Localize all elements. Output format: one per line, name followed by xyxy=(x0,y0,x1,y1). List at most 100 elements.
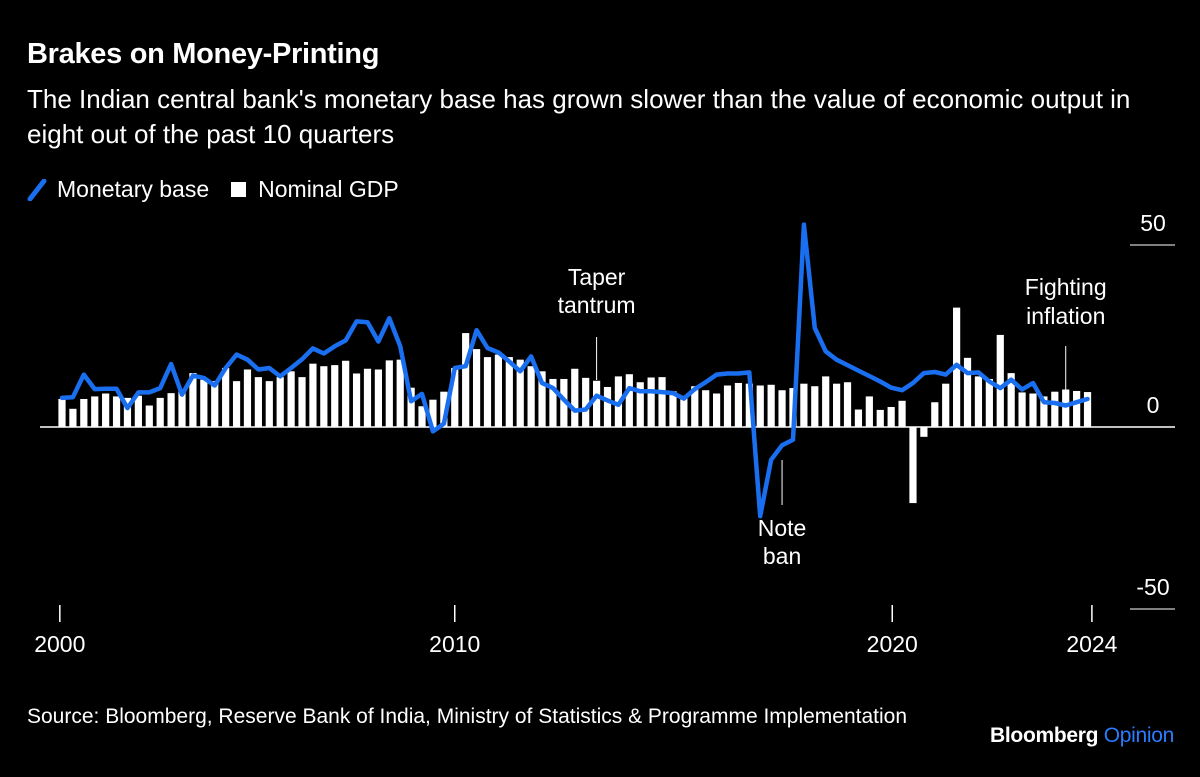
bar-nominal-gdp xyxy=(189,373,197,427)
bar-nominal-gdp xyxy=(167,393,175,427)
bar-nominal-gdp xyxy=(898,400,906,427)
bar-nominal-gdp xyxy=(1018,392,1026,427)
annotation-label: ban xyxy=(763,543,801,569)
bar-nominal-gdp xyxy=(1051,391,1059,427)
bar-nominal-gdp xyxy=(80,398,88,427)
bar-nominal-gdp xyxy=(625,374,633,427)
source-note: Source: Bloomberg, Reserve Bank of India… xyxy=(27,705,908,728)
bar-nominal-gdp xyxy=(211,381,219,427)
line-swatch-icon xyxy=(27,178,47,201)
bar-nominal-gdp xyxy=(91,396,99,427)
bar-nominal-gdp xyxy=(571,368,579,427)
legend: Monetary base Nominal GDP xyxy=(27,176,421,203)
x-tick-label: 2024 xyxy=(1066,631,1117,657)
legend-item-nominal-gdp: Nominal GDP xyxy=(231,176,399,203)
bar-nominal-gdp xyxy=(232,381,241,427)
annotation-label: inflation xyxy=(1026,303,1105,329)
logo-suffix: Opinion xyxy=(1103,724,1175,747)
bar-nominal-gdp xyxy=(669,391,677,427)
bar-nominal-gdp xyxy=(494,354,502,427)
bar-nominal-gdp xyxy=(342,360,350,427)
bar-nominal-gdp xyxy=(112,396,121,427)
bar-nominal-gdp xyxy=(647,377,655,427)
bar-nominal-gdp xyxy=(178,389,186,427)
bar-nominal-gdp xyxy=(1040,396,1048,427)
bar-nominal-gdp xyxy=(156,397,164,427)
bar-nominal-gdp xyxy=(243,369,252,427)
bar-nominal-gdp xyxy=(440,391,448,427)
bar-nominal-gdp xyxy=(723,385,732,427)
bar-nominal-gdp xyxy=(385,360,393,427)
bar-nominal-gdp xyxy=(592,380,601,427)
bar-nominal-gdp xyxy=(1062,389,1070,427)
bar-nominal-gdp xyxy=(833,383,841,427)
bar-nominal-gdp xyxy=(603,386,612,427)
bar-nominal-gdp xyxy=(843,382,852,427)
bar-nominal-gdp xyxy=(320,366,328,427)
bar-nominal-gdp xyxy=(778,390,786,427)
chart-subtitle: The Indian central bank's monetary base … xyxy=(27,84,1131,149)
bar-nominal-gdp xyxy=(363,368,372,427)
x-tick-label: 2010 xyxy=(429,631,480,657)
legend-item-monetary-base: Monetary base xyxy=(27,176,209,203)
bar-nominal-gdp xyxy=(418,406,426,427)
bar-nominal-gdp xyxy=(265,381,273,427)
bar-nominal-gdp xyxy=(1083,392,1092,427)
bar-nominal-gdp xyxy=(974,376,983,427)
bar-nominal-gdp xyxy=(451,368,459,427)
chart-title: Brakes on Money-Printing xyxy=(27,38,380,70)
bar-nominal-gdp xyxy=(276,377,284,427)
bar-nominal-gdp xyxy=(985,378,993,427)
bar-nominal-gdp xyxy=(549,378,557,427)
y-tick-label: -50 xyxy=(1136,574,1169,600)
bar-nominal-gdp xyxy=(560,378,568,427)
bar-nominal-gdp xyxy=(222,368,230,427)
bar-nominal-gdp xyxy=(352,373,361,427)
bar-nominal-gdp xyxy=(374,369,382,427)
bar-nominal-gdp xyxy=(636,382,644,427)
annotation-label: Note xyxy=(758,515,807,541)
bar-nominal-gdp xyxy=(745,383,753,427)
bar-nominal-gdp xyxy=(254,377,262,427)
bar-nominal-gdp xyxy=(702,390,710,427)
bar-nominal-gdp xyxy=(756,385,764,427)
bar-nominal-gdp xyxy=(298,377,306,427)
x-tick-label: 2000 xyxy=(34,631,85,657)
bar-nominal-gdp xyxy=(516,359,524,427)
bar-nominal-gdp xyxy=(811,386,819,427)
bar-nominal-gdp xyxy=(331,365,339,427)
annotation-label: tantrum xyxy=(558,292,636,318)
bar-nominal-gdp xyxy=(462,333,470,427)
bar-nominal-gdp xyxy=(309,363,317,427)
bar-nominal-gdp xyxy=(822,376,830,427)
bar-nominal-gdp xyxy=(680,396,688,427)
logo-brand: Bloomberg xyxy=(990,724,1099,747)
bar-nominal-gdp xyxy=(996,334,1004,427)
bloomberg-opinion-logo: Bloomberg Opinion xyxy=(990,724,1174,748)
bar-nominal-gdp xyxy=(483,357,492,427)
bar-nominal-gdp xyxy=(1073,390,1081,427)
legend-label: Nominal GDP xyxy=(258,176,399,202)
bar-nominal-gdp xyxy=(145,405,153,427)
bar-nominal-gdp xyxy=(854,409,863,427)
bar-nominal-gdp xyxy=(123,397,132,427)
bar-nominal-gdp xyxy=(658,377,666,427)
bar-nominal-gdp xyxy=(931,402,939,427)
bar-nominal-gdp xyxy=(1029,393,1037,427)
annotation-label: Fighting xyxy=(1025,274,1107,300)
bar-nominal-gdp xyxy=(920,427,928,437)
bar-nominal-gdp xyxy=(134,395,142,427)
bar-nominal-gdp xyxy=(102,393,110,427)
bar-nominal-gdp xyxy=(713,393,721,427)
bar-nominal-gdp xyxy=(287,371,295,427)
bar-nominal-gdp xyxy=(396,359,404,427)
bar-nominal-gdp xyxy=(58,398,66,427)
bar-nominal-gdp xyxy=(865,396,873,427)
bar-nominal-gdp xyxy=(887,406,895,427)
y-tick-label: 0 xyxy=(1147,392,1160,418)
y-tick-label: 50 xyxy=(1140,210,1166,236)
bar-nominal-gdp xyxy=(963,357,972,427)
x-tick-label: 2020 xyxy=(867,631,918,657)
bar-nominal-gdp xyxy=(1007,373,1015,427)
